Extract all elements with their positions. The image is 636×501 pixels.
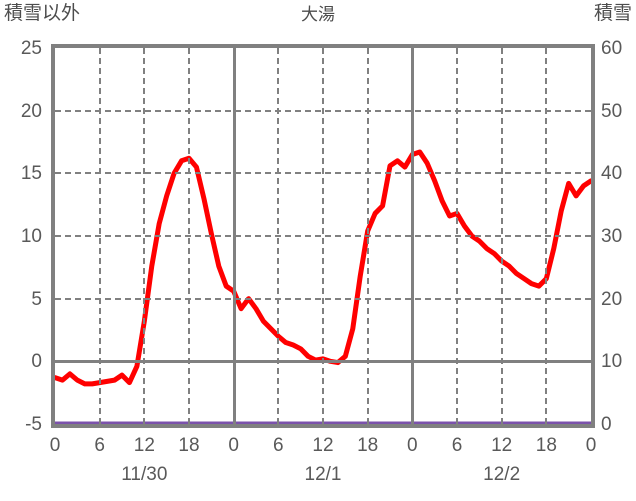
v-gridline-18 [188,48,190,424]
right-tick-label-20: 20 [601,288,623,310]
right-axis-unit-label: 積雪 [593,3,632,24]
v-gridline-30 [277,48,280,424]
v-gridline-24 [232,48,236,424]
left-tick-label-10: 10 [20,226,42,247]
v-gridline-48 [411,48,415,424]
v-gridline-36 [322,48,324,424]
v-gridline-42 [366,48,369,424]
left-tick-label-0: 0 [31,351,42,373]
v-gridline-60 [500,48,503,424]
x-tick-label-54: 6 [451,435,463,456]
x-day-label-12-2: 12/2 [483,464,521,485]
right-tick-label-30: 30 [601,226,623,247]
x-tick-label-30: 6 [273,435,284,456]
left-tick-label-5: 5 [31,288,42,310]
chart-title: 大湯 [301,5,335,24]
x-tick-label-12: 12 [133,435,155,456]
x-tick-label-42: 18 [357,435,379,456]
v-gridline-54 [456,48,458,424]
right-tick-label-10: 10 [601,351,623,373]
left-axis-unit-label: 積雪以外 [4,3,81,24]
x-tick-label-36: 12 [312,435,334,456]
v-gridline-66 [545,48,548,424]
x-day-label-11-30: 11/30 [121,464,168,485]
left-tick-label-15: 15 [20,163,42,185]
x-tick-label-48: 0 [407,435,418,456]
x-tick-label-60: 12 [491,435,513,456]
plot-inner [55,48,591,424]
x-tick-label-6: 6 [94,435,105,456]
left-tick-label-25: 25 [20,38,42,59]
v-gridline-12 [143,48,146,424]
x-tick-label-66: 18 [535,435,557,456]
x-tick-label-18: 18 [178,435,200,456]
x-tick-label-72: 0 [585,435,597,456]
x-tick-label-0: 0 [49,435,61,456]
x-day-label-12-1: 12/1 [304,464,342,485]
right-tick-label-60: 60 [601,38,623,59]
right-tick-label-40: 40 [601,163,623,185]
left-tick-label--5: -5 [25,414,42,435]
plot-area [51,44,595,428]
x-tick-label-24: 0 [228,435,239,456]
right-tick-label-0: 0 [601,414,612,435]
left-tick-label-20: 20 [20,100,42,122]
v-gridline-6 [98,48,101,424]
right-tick-label-50: 50 [601,100,623,122]
